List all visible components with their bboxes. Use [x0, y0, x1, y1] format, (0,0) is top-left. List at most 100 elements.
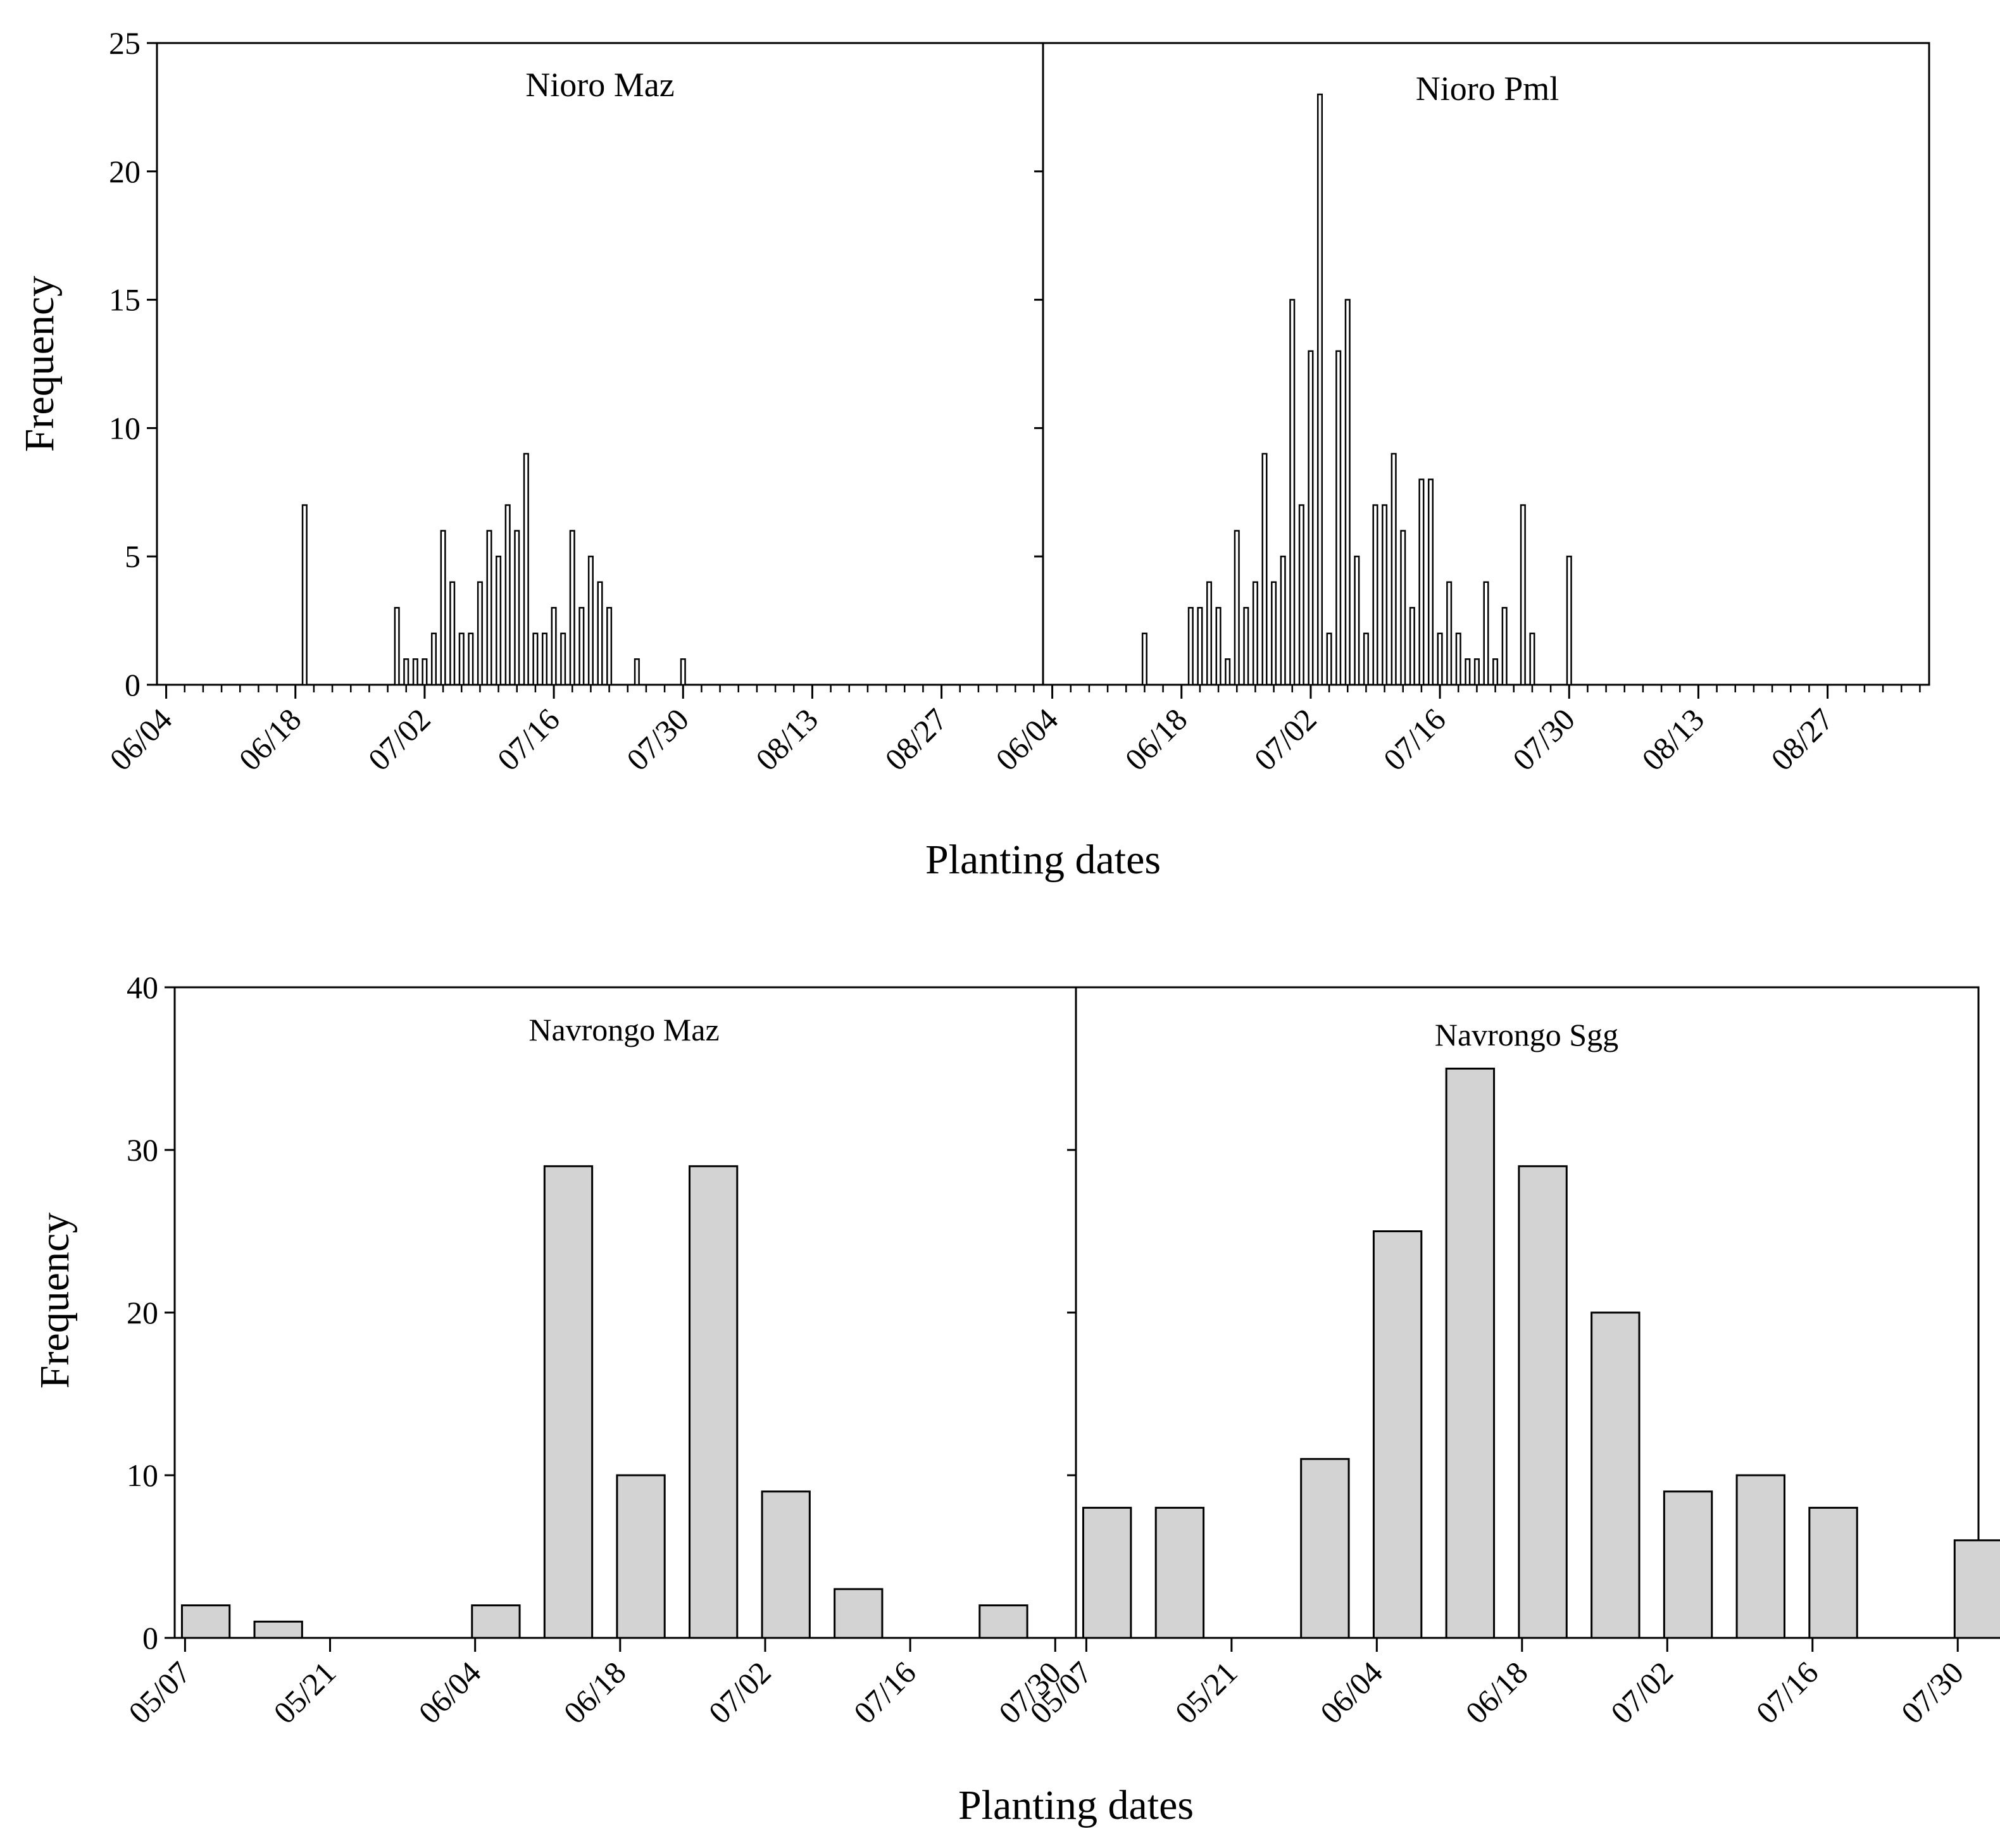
bar	[1215, 607, 1222, 686]
bottom-y-axis: 0 10 20 30 40	[127, 970, 1076, 1656]
bar	[541, 632, 548, 686]
bar	[978, 1604, 1028, 1639]
bar	[1289, 299, 1296, 686]
bar	[1271, 581, 1277, 686]
bar	[560, 632, 566, 686]
x-tick-label: 06/18	[1118, 701, 1194, 777]
bar	[1483, 581, 1489, 686]
x-tick-label: 06/04	[1313, 1654, 1389, 1730]
bar	[504, 504, 511, 686]
x-tick-label: 06/04	[411, 1654, 487, 1730]
bar	[1187, 607, 1194, 686]
bar	[1663, 1490, 1713, 1639]
y-tick-label: 10	[127, 1458, 158, 1493]
x-tick-label: 05/21	[1168, 1654, 1244, 1730]
bar	[680, 658, 686, 686]
bar	[1382, 504, 1388, 686]
top-x-axis-label: Planting dates	[925, 837, 1161, 883]
bar	[1335, 350, 1342, 686]
bar	[1418, 478, 1425, 686]
bar	[440, 530, 446, 686]
bar	[616, 1474, 666, 1639]
bar	[688, 1165, 739, 1639]
bar	[532, 632, 539, 686]
y-tick-label: 20	[127, 1295, 158, 1330]
bar	[578, 607, 585, 686]
bar	[1154, 1506, 1205, 1639]
x-tick-label: 08/13	[749, 701, 825, 777]
bar	[471, 1604, 521, 1639]
top-x-axis: 06/04 06/18 07/02 07/16 07/30 08/13 08/27 06/04…	[103, 685, 1921, 777]
bar	[1372, 504, 1378, 686]
bar	[606, 607, 613, 686]
bar	[1391, 453, 1397, 686]
panel-title-navrongo-maz: Navrongo Maz	[528, 1012, 719, 1047]
bar	[403, 658, 409, 686]
bar	[1316, 93, 1323, 686]
bar	[1566, 555, 1572, 686]
bar	[1344, 299, 1351, 686]
bar	[1300, 1458, 1350, 1639]
bar	[1082, 1506, 1132, 1639]
bar	[514, 530, 520, 686]
bar	[1280, 555, 1286, 686]
top-y-axis: 0 5 10 15 20 25	[109, 25, 1043, 702]
panel-title-navrongo-sgg: Navrongo Sgg	[1435, 1017, 1618, 1052]
bar	[834, 1588, 884, 1639]
bar	[1445, 1068, 1496, 1639]
y-tick-label: 30	[127, 1132, 158, 1168]
x-tick-label: 05/21	[266, 1654, 342, 1730]
bar	[1465, 658, 1471, 686]
bar	[422, 658, 428, 686]
bar	[468, 632, 474, 686]
bar	[1529, 632, 1535, 686]
bar	[1206, 581, 1213, 686]
bottom-y-axis-label: Frequency	[32, 1213, 78, 1389]
x-tick-label: 07/16	[1749, 1654, 1825, 1730]
bar	[543, 1165, 594, 1639]
y-tick-label: 0	[125, 667, 141, 702]
x-tick-label: 07/30	[1894, 1654, 1970, 1730]
top-chart: Nioro Maz Nioro Pml 0 5 10 15 20 25 06/04 06/1…	[16, 25, 1930, 883]
bar	[587, 555, 594, 686]
bar	[1591, 1311, 1641, 1639]
bar	[1243, 607, 1249, 686]
bar	[1446, 581, 1453, 686]
bar	[449, 581, 456, 686]
x-tick-label: 06/18	[1458, 1654, 1534, 1730]
bar	[569, 530, 575, 686]
bar	[1308, 350, 1314, 686]
bar	[1363, 632, 1369, 686]
bar	[486, 530, 492, 686]
bar	[496, 555, 502, 686]
y-tick-label: 15	[109, 282, 141, 318]
bar	[301, 504, 308, 686]
x-tick-label: 08/27	[878, 701, 954, 777]
bar	[1409, 607, 1415, 686]
bar	[1953, 1539, 2000, 1639]
bottom-chart: Navrongo Maz Navrongo Sgg 0 10 20 30 40 05/0…	[32, 970, 2000, 1828]
x-tick-label: 07/30	[620, 701, 696, 777]
bar	[1261, 453, 1268, 686]
bar	[1455, 632, 1461, 686]
bar	[597, 581, 603, 686]
bar	[1372, 1230, 1423, 1639]
bar	[1354, 555, 1360, 686]
x-tick-label: 06/04	[989, 701, 1065, 777]
bar	[253, 1620, 303, 1639]
bar	[1520, 504, 1526, 686]
y-tick-label: 10	[109, 410, 141, 446]
x-tick-label: 06/18	[556, 1654, 632, 1730]
bar	[1473, 658, 1480, 686]
bar	[634, 658, 640, 686]
bar	[1141, 632, 1147, 686]
bar	[523, 453, 529, 686]
x-tick-label: 08/27	[1764, 701, 1840, 777]
bar	[1492, 658, 1499, 686]
bar	[1400, 530, 1406, 686]
panel-title-nioro-maz: Nioro Maz	[525, 66, 674, 104]
bar	[761, 1490, 811, 1639]
x-tick-label: 06/04	[103, 701, 178, 777]
panel-title-nioro-pml: Nioro Pml	[1416, 70, 1559, 108]
bar	[1197, 607, 1203, 686]
